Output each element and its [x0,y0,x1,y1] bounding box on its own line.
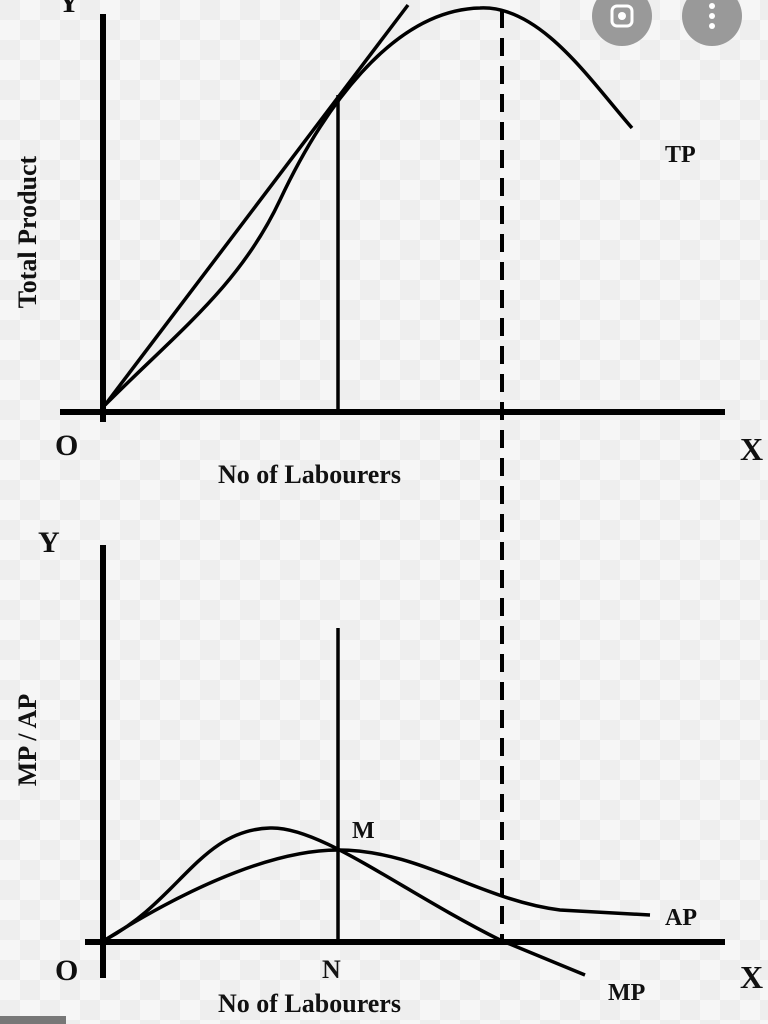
bottom-graph: Y MP / AP O N X No of Labourers M AP MP [13,526,763,1018]
point-m: M [352,818,375,844]
origin: O [55,429,78,462]
x-axis-label: X [740,431,763,467]
y-axis-label: Y [38,526,60,559]
x-label: No of Labourers [218,989,401,1018]
y-label: Total Product [13,155,42,308]
x-axis-label: X [740,959,763,995]
y-label: MP / AP [13,694,42,787]
tp-curve [103,6,634,407]
lens-button[interactable] [592,0,652,46]
more-button[interactable] [682,0,742,46]
ap-label: AP [665,905,697,931]
point-n: N [322,955,341,984]
y-axis-label: Y [58,0,80,19]
mp-curve [104,826,586,977]
origin: O [55,954,78,987]
x-label: No of Labourers [218,460,401,489]
ap-curve [104,848,651,942]
tangent-line [103,3,410,407]
mp-label: MP [608,980,645,1006]
top-graph: Y Total Product O X No of Labourers TP [13,0,763,489]
scroll-indicator [0,1016,66,1024]
tp-label: TP [665,142,696,168]
